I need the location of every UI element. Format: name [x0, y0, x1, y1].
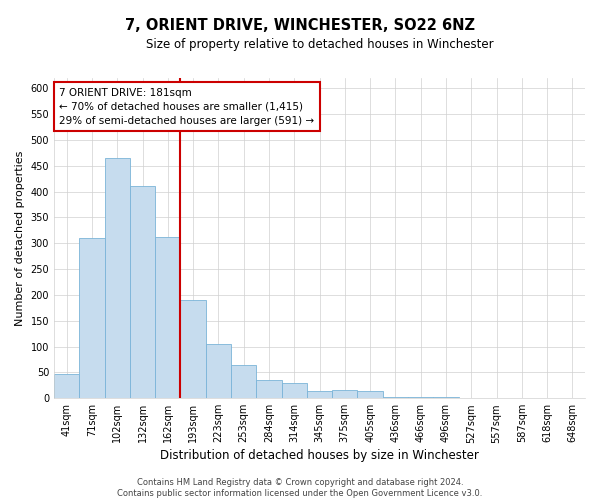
- Bar: [307, 392, 332, 398]
- Bar: [408, 396, 433, 398]
- Bar: [79, 238, 104, 398]
- X-axis label: Distribution of detached houses by size in Winchester: Distribution of detached houses by size …: [160, 450, 479, 462]
- Bar: [231, 364, 256, 398]
- Bar: [433, 397, 458, 398]
- Bar: [281, 382, 307, 398]
- Y-axis label: Number of detached properties: Number of detached properties: [15, 150, 25, 326]
- Bar: [181, 300, 206, 398]
- Text: Contains HM Land Registry data © Crown copyright and database right 2024.
Contai: Contains HM Land Registry data © Crown c…: [118, 478, 482, 498]
- Bar: [155, 236, 181, 398]
- Bar: [332, 390, 358, 398]
- Text: 7, ORIENT DRIVE, WINCHESTER, SO22 6NZ: 7, ORIENT DRIVE, WINCHESTER, SO22 6NZ: [125, 18, 475, 32]
- Bar: [206, 344, 231, 398]
- Text: 7 ORIENT DRIVE: 181sqm
← 70% of detached houses are smaller (1,415)
29% of semi-: 7 ORIENT DRIVE: 181sqm ← 70% of detached…: [59, 88, 314, 126]
- Bar: [54, 374, 79, 398]
- Bar: [104, 158, 130, 398]
- Title: Size of property relative to detached houses in Winchester: Size of property relative to detached ho…: [146, 38, 493, 51]
- Bar: [256, 380, 281, 398]
- Bar: [130, 186, 155, 398]
- Bar: [358, 392, 383, 398]
- Bar: [383, 397, 408, 398]
